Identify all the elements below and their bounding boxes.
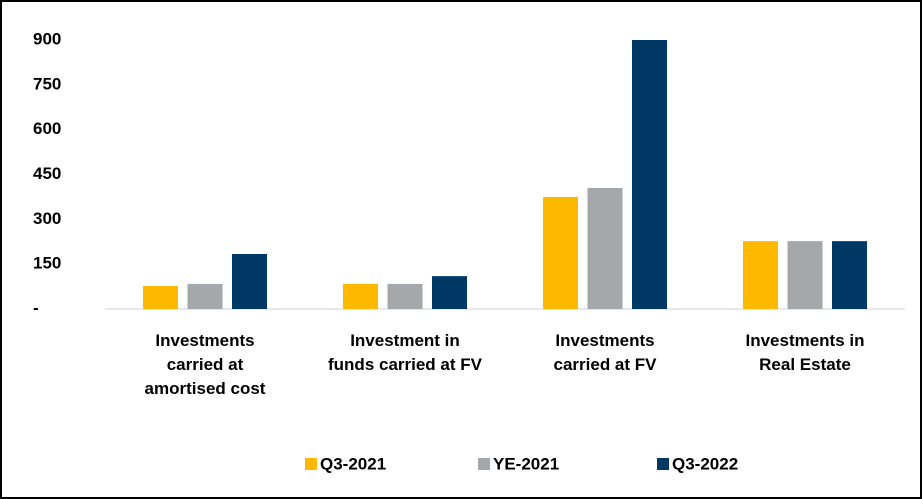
- bar: [743, 241, 778, 309]
- bar: [187, 283, 223, 309]
- bar: [343, 283, 378, 309]
- bar: [543, 196, 578, 309]
- y-tick-label: -: [33, 298, 39, 317]
- bar: [387, 283, 423, 309]
- y-tick-label: 600: [33, 119, 61, 138]
- bar: [587, 187, 623, 309]
- bar: [232, 254, 267, 309]
- y-tick-label: 900: [33, 29, 61, 48]
- legend-swatch: [478, 458, 490, 470]
- legend-swatch: [657, 458, 669, 470]
- x-tick-label: Investments carried at FV: [553, 331, 657, 374]
- y-tick-label: 750: [33, 74, 61, 93]
- legend-label: Q3-2021: [320, 454, 386, 473]
- x-tick-label: Investments carried at amortised cost: [144, 331, 266, 398]
- bar: [632, 40, 667, 309]
- legend-label: YE-2021: [493, 454, 559, 473]
- x-tick-label: Investments in Real Estate: [745, 331, 865, 374]
- legend-swatch: [305, 458, 317, 470]
- bar: [787, 241, 823, 309]
- bar: [832, 241, 867, 309]
- y-tick-label: 450: [33, 164, 61, 183]
- y-tick-label: 300: [33, 209, 61, 228]
- y-tick-label: 150: [33, 254, 61, 273]
- x-tick-label: Investment in funds carried at FV: [328, 331, 482, 374]
- bar: [143, 285, 178, 309]
- bar: [432, 276, 467, 309]
- legend-label: Q3-2022: [672, 454, 738, 473]
